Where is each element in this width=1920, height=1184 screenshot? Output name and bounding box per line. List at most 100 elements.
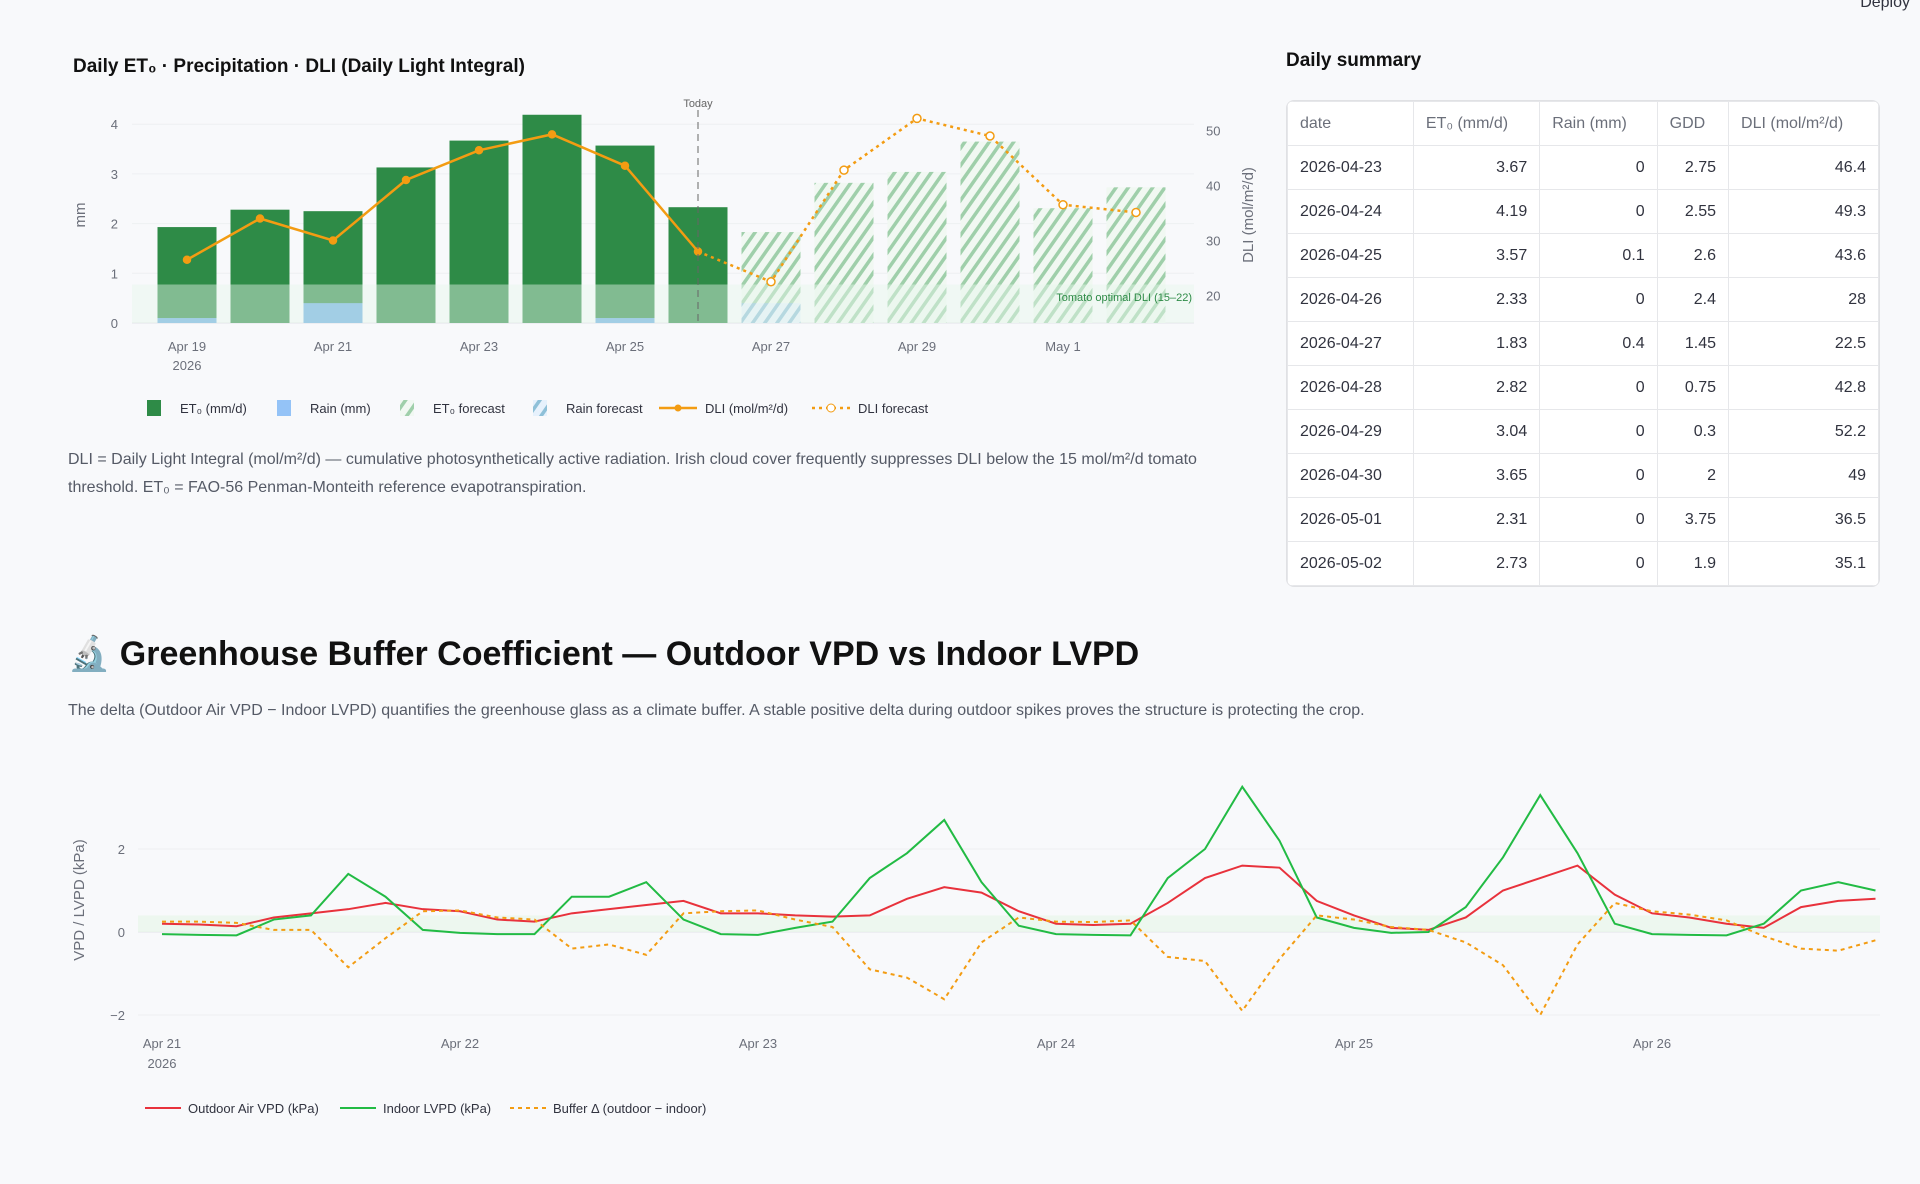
- table-cell: 0: [1539, 453, 1658, 498]
- deploy-button[interactable]: Deploy: [1860, 0, 1910, 11]
- et0-forecast-bar: [887, 171, 947, 323]
- x-tick-label: Apr 29: [898, 339, 936, 354]
- et0-forecast-bar: [960, 141, 1020, 323]
- table-cell: 0: [1539, 409, 1658, 454]
- legend-label: Rain (mm): [310, 401, 371, 416]
- table-cell: 2026-04-27: [1287, 321, 1414, 366]
- rain-bar: [595, 318, 655, 323]
- y-tick-label: 1: [111, 266, 118, 281]
- table-cell: 4.19: [1412, 189, 1541, 234]
- y-axis-title: VPD / LVPD (kPa): [71, 839, 88, 960]
- dli-forecast-point: [839, 165, 849, 175]
- table-row: 2026-04-23 3.67 0 2.75 46.4: [1287, 145, 1879, 190]
- table-cell: 36.5: [1728, 497, 1879, 542]
- table-cell: 2026-04-25: [1287, 233, 1414, 278]
- et0-precip-dli-chart: Tomato optimal DLI (15–22) 0 1 2 3 4 20 30 40 50 T…: [72, 98, 1257, 416]
- table-cell: 2.31: [1412, 497, 1541, 542]
- table-row: 2026-05-01 2.31 0 3.75 36.5: [1287, 497, 1879, 542]
- table-cell: 2026-04-30: [1287, 453, 1414, 498]
- table-cell: 1.45: [1656, 321, 1730, 366]
- dli-point: [474, 146, 484, 155]
- table-row: 2026-04-28 2.82 0 0.75 42.8: [1287, 365, 1879, 410]
- table-cell: 1.83: [1412, 321, 1541, 366]
- legend-label: Rain forecast: [566, 401, 643, 416]
- table-cell: 0: [1539, 365, 1658, 410]
- y2-tick-label: 40: [1206, 179, 1220, 194]
- dli-point: [401, 175, 411, 185]
- x-tick-label: Apr 23: [460, 339, 498, 354]
- x-tick-label: Apr 26: [1633, 1036, 1671, 1051]
- table-cell: 2.4: [1656, 277, 1730, 322]
- table-cell: 2: [1656, 453, 1730, 498]
- table-cell: 0: [1539, 189, 1658, 234]
- buffer-heading: 🔬 Greenhouse Buffer Coefficient — Outdoo…: [68, 635, 1140, 673]
- top-chart-title: Daily ET₀ · Precipitation · DLI (Daily L…: [73, 56, 525, 77]
- table-cell: 2026-04-28: [1287, 365, 1414, 410]
- column-header[interactable]: DLI (mol/m²/d): [1728, 101, 1879, 146]
- table-cell: 46.4: [1728, 145, 1879, 190]
- table-row: 2026-04-24 4.19 0 2.55 49.3: [1287, 189, 1879, 234]
- dli-forecast-point: [1131, 207, 1141, 218]
- dli-point: [620, 161, 630, 170]
- rain-forecast-bar: [741, 303, 801, 323]
- column-header[interactable]: Rain (mm): [1539, 101, 1658, 146]
- table-cell: 2026-04-23: [1287, 145, 1414, 190]
- table-row: 2026-04-25 3.57 0.1 2.6 43.6: [1287, 233, 1879, 278]
- table-cell: 1.9: [1656, 541, 1730, 586]
- y-tick-label: 0: [118, 925, 125, 940]
- table-cell: 0: [1539, 277, 1658, 322]
- y-tick-label: 0: [111, 316, 118, 331]
- et0-bar: [522, 114, 582, 324]
- table-cell: 22.5: [1728, 321, 1879, 366]
- x-tick-label: Apr 25: [606, 339, 644, 354]
- dli-legend-marker: [674, 404, 682, 412]
- et0-forecast-legend-swatch: [400, 400, 414, 416]
- y2-axis-title: DLI (mol/m²/d): [1240, 167, 1257, 263]
- table-cell: 0: [1539, 497, 1658, 542]
- table-cell: 2026-05-02: [1287, 541, 1414, 586]
- y-axis-title: mm: [72, 203, 89, 228]
- summary-table[interactable]: date ET₀ (mm/d) Rain (mm) GDD DLI (mol/m²/d)…: [1286, 100, 1880, 587]
- table-cell: 0: [1539, 541, 1658, 586]
- et0-bar: [595, 145, 655, 323]
- et0-bar: [449, 140, 509, 323]
- table-cell: 0.3: [1656, 409, 1730, 454]
- x-tick-label: Apr 24: [1037, 1036, 1075, 1051]
- band-label: Tomato optimal DLI (15–22): [1056, 292, 1192, 304]
- table-cell: 2.73: [1412, 541, 1541, 586]
- y-tick-label: 4: [111, 117, 118, 132]
- et0-bar: [157, 227, 217, 323]
- dli-forecast-point: [985, 131, 995, 141]
- table-cell: 0.4: [1539, 321, 1658, 366]
- dli-point: [182, 255, 192, 264]
- table-cell: 52.2: [1728, 409, 1879, 454]
- dli-forecast-legend-marker: [826, 403, 836, 413]
- x-tick-label: Apr 22: [441, 1036, 479, 1051]
- table-cell: 2.75: [1656, 145, 1730, 190]
- dli-line: [186, 133, 699, 261]
- x-tick-label: Apr 27: [752, 339, 790, 354]
- x-tick-label: Apr 21: [143, 1036, 181, 1051]
- column-header[interactable]: GDD: [1656, 101, 1730, 146]
- legend-label: DLI forecast: [858, 401, 928, 416]
- table-cell: 49.3: [1728, 189, 1879, 234]
- column-header[interactable]: date: [1287, 101, 1414, 146]
- x-tick-label: May 1: [1045, 339, 1080, 354]
- dli-point: [693, 247, 703, 256]
- table-cell: 3.67: [1412, 145, 1541, 190]
- table-row: 2026-04-27 1.83 0.4 1.45 22.5: [1287, 321, 1879, 366]
- table-row: 2026-05-02 2.73 0 1.9 35.1: [1287, 541, 1879, 586]
- today-label: Today: [683, 98, 713, 110]
- rain-forecast-legend-swatch: [533, 400, 547, 416]
- dli-forecast-point: [766, 277, 776, 287]
- column-header[interactable]: ET₀ (mm/d): [1412, 101, 1541, 146]
- table-cell: 42.8: [1728, 365, 1879, 410]
- x-tick-year: 2026: [148, 1056, 177, 1071]
- table-cell: 43.6: [1728, 233, 1879, 278]
- table-cell: 0.75: [1656, 365, 1730, 410]
- buffer-delta-line: [162, 901, 1876, 1017]
- table-cell: 35.1: [1728, 541, 1879, 586]
- rain-bar: [303, 303, 363, 323]
- table-cell: 3.75: [1656, 497, 1730, 542]
- table-cell: 28: [1728, 277, 1879, 322]
